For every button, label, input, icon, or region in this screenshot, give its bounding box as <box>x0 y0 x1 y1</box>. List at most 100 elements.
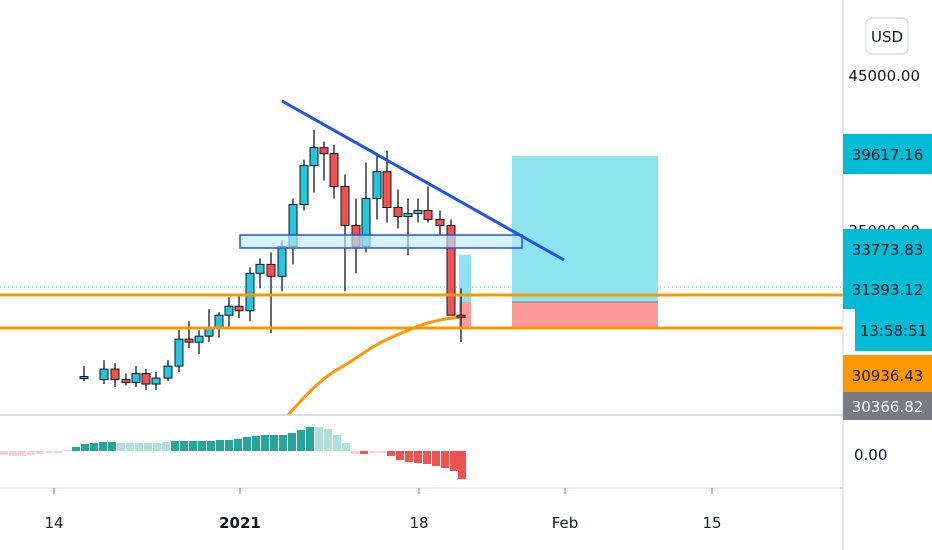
histogram-bar-48 <box>432 451 440 466</box>
candle-body-6[interactable] <box>151 377 161 385</box>
histogram-bar-40 <box>360 451 368 454</box>
candle-body-17[interactable] <box>266 263 276 277</box>
histogram-bar-22 <box>198 441 206 451</box>
candle-body-13[interactable] <box>224 305 234 316</box>
histogram-bar-14 <box>126 443 134 451</box>
resistance-box[interactable] <box>239 234 523 249</box>
candle-body-0[interactable] <box>79 376 89 380</box>
histogram-bar-33 <box>297 430 305 451</box>
target-zone[interactable] <box>512 156 658 302</box>
histogram-bar-15 <box>135 443 143 451</box>
y-tick-label: 45000.00 <box>848 67 920 85</box>
histogram-bar-11 <box>99 442 107 451</box>
candle-body-15[interactable] <box>245 272 255 312</box>
candle-body-9[interactable] <box>184 338 194 343</box>
stop-zone[interactable] <box>512 302 658 327</box>
histogram-bar-13 <box>117 443 125 451</box>
candle-body-21[interactable] <box>309 147 319 167</box>
price-tag-label: 30366.82 <box>852 398 924 416</box>
histogram-bar-26 <box>234 439 242 451</box>
histogram-bar-31 <box>279 435 287 451</box>
histogram-bar-8 <box>72 447 80 451</box>
candle-body-5[interactable] <box>141 373 151 385</box>
candle-body-34[interactable] <box>446 224 456 316</box>
histogram-bar-49 <box>441 451 449 468</box>
histogram-bar-17 <box>153 443 161 451</box>
x-tick-label: Feb <box>552 514 579 532</box>
histogram-bar-50 <box>450 451 458 471</box>
candle-body-27[interactable] <box>372 171 382 200</box>
histogram-bar-7 <box>63 450 71 451</box>
candle-body-18[interactable] <box>277 245 287 277</box>
histogram-bar-12 <box>108 442 116 451</box>
candle-body-11[interactable] <box>204 328 214 337</box>
price-tag-label: 33773.83 <box>852 241 924 259</box>
candle-body-1[interactable] <box>99 368 109 381</box>
histogram-bar-47 <box>423 451 431 464</box>
candle-body-16[interactable] <box>255 263 265 274</box>
histogram-bar-20 <box>180 441 188 451</box>
histogram-bar-1 <box>9 451 17 456</box>
stop-zone-small <box>459 302 471 327</box>
candle-body-14[interactable] <box>234 305 244 312</box>
candle-body-23[interactable] <box>329 153 339 188</box>
histogram-bar-2 <box>18 451 26 456</box>
candle-body-2[interactable] <box>110 368 120 381</box>
histogram-bar-19 <box>171 441 179 451</box>
price-tag <box>843 392 932 420</box>
histogram-bar-16 <box>144 443 152 451</box>
histogram-bar-6 <box>54 451 62 453</box>
candle-body-28[interactable] <box>382 171 392 209</box>
candle-body-33[interactable] <box>435 218 445 226</box>
currency-label: USD <box>871 28 903 46</box>
candle-body-7[interactable] <box>163 365 173 379</box>
candle-body-30[interactable] <box>403 212 413 217</box>
moving-average-line <box>286 315 463 417</box>
histogram-bar-30 <box>270 435 278 451</box>
histogram-bar-37 <box>333 435 341 451</box>
histogram-bar-4 <box>36 451 44 454</box>
price-tag-label: 31393.12 <box>852 281 924 299</box>
histogram-bar-0 <box>0 451 8 455</box>
x-tick-label: 15 <box>702 514 721 532</box>
histogram-bar-24 <box>216 440 224 451</box>
candle-body-32[interactable] <box>423 210 433 220</box>
histogram-bar-39 <box>351 451 359 454</box>
histogram-bar-43 <box>387 451 395 456</box>
histogram-bar-44 <box>396 451 404 460</box>
histogram-bar-23 <box>207 441 215 451</box>
currency-button[interactable] <box>865 17 909 55</box>
price-tag <box>843 269 932 309</box>
candle-body-4[interactable] <box>131 373 141 384</box>
histogram-bar-5 <box>45 451 53 453</box>
candle-body-35[interactable] <box>456 314 466 318</box>
histogram-bar-27 <box>243 437 251 451</box>
descending-trendline[interactable] <box>281 99 565 262</box>
histogram-bar-3 <box>27 451 35 455</box>
histogram-bar-10 <box>90 443 98 451</box>
x-tick-label: 14 <box>44 514 63 532</box>
histogram-bar-18 <box>162 442 170 451</box>
histogram-bar-34 <box>306 427 314 451</box>
candle-body-10[interactable] <box>194 335 204 343</box>
candle-body-3[interactable] <box>121 379 131 384</box>
histogram-bar-32 <box>288 433 296 451</box>
histogram-bar-38 <box>342 443 350 451</box>
candle-body-29[interactable] <box>393 207 403 217</box>
price-tag <box>855 309 932 351</box>
histogram-bar-21 <box>189 441 197 451</box>
candle-body-8[interactable] <box>174 338 184 367</box>
histogram-bar-36 <box>324 429 332 451</box>
histogram-bar-46 <box>414 451 422 463</box>
candle-body-20[interactable] <box>299 165 309 206</box>
candle-body-31[interactable] <box>413 210 423 214</box>
x-tick-label: 2021 <box>219 514 261 532</box>
histogram-bar-28 <box>252 436 260 451</box>
price-tag <box>843 355 932 395</box>
price-tag <box>843 229 932 269</box>
candle-body-22[interactable] <box>319 147 329 155</box>
candle-body-24[interactable] <box>340 186 350 226</box>
histogram-bar-29 <box>261 435 269 451</box>
